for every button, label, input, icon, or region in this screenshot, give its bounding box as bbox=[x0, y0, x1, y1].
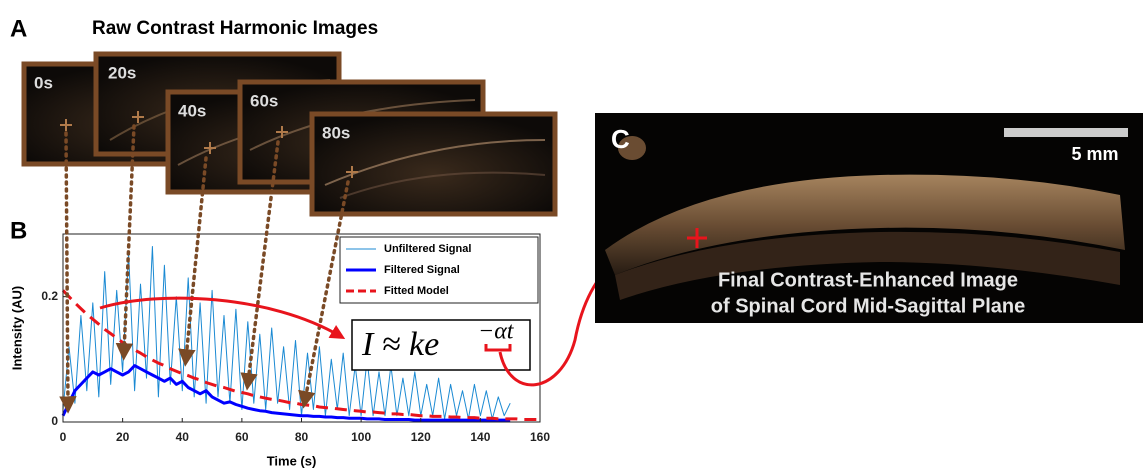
model-arrow bbox=[100, 298, 340, 336]
x-tick-label: 60 bbox=[235, 430, 249, 444]
frame-label: 40s bbox=[178, 101, 206, 120]
caption-line: of Spinal Cord Mid-Sagittal Plane bbox=[711, 295, 1025, 317]
panel-label: B bbox=[10, 217, 27, 244]
figure: A Raw Contrast Harmonic Images 0s 20s 40… bbox=[0, 0, 1147, 470]
scale-bar-label: 5 mm bbox=[1071, 144, 1118, 164]
frame: 80s bbox=[312, 114, 555, 214]
equation-base: I ≈ ke bbox=[361, 326, 439, 363]
page: {"panels": { "a": {"label": "A", "title"… bbox=[0, 0, 1147, 470]
legend-label: Filtered Signal bbox=[384, 264, 460, 276]
x-tick-label: 160 bbox=[530, 430, 550, 444]
final-image: 5 mm C Final Contrast-Enhanced Image of … bbox=[595, 113, 1143, 323]
panel-title: Raw Contrast Harmonic Images bbox=[92, 18, 378, 39]
caption-line: Final Contrast-Enhanced Image bbox=[718, 269, 1018, 291]
x-tick-label: 0 bbox=[60, 430, 67, 444]
y-tick-label: 0 bbox=[51, 414, 58, 428]
panel-label: A bbox=[10, 15, 27, 42]
x-tick-label: 120 bbox=[411, 430, 431, 444]
y-axis-label: Intensity (AU) bbox=[9, 286, 24, 371]
x-tick-label: 20 bbox=[116, 430, 130, 444]
frame-label: 60s bbox=[250, 91, 278, 110]
x-axis-label: Time (s) bbox=[267, 453, 317, 468]
legend-label: Fitted Model bbox=[384, 285, 449, 297]
equation-exponent: −αt bbox=[478, 319, 515, 345]
x-tick-label: 100 bbox=[351, 430, 371, 444]
x-tick-label: 80 bbox=[295, 430, 309, 444]
frame-label: 0s bbox=[34, 73, 53, 92]
frame-label: 80s bbox=[322, 123, 350, 142]
x-tick-label: 140 bbox=[470, 430, 490, 444]
y-tick-label: 0.2 bbox=[41, 289, 58, 303]
x-tick-label: 40 bbox=[176, 430, 190, 444]
frame-label: 20s bbox=[108, 63, 136, 82]
frames: 0s 20s 40s 60s 80s bbox=[24, 54, 555, 214]
legend-label: Unfiltered Signal bbox=[384, 243, 471, 255]
panel-label: C bbox=[611, 124, 630, 154]
